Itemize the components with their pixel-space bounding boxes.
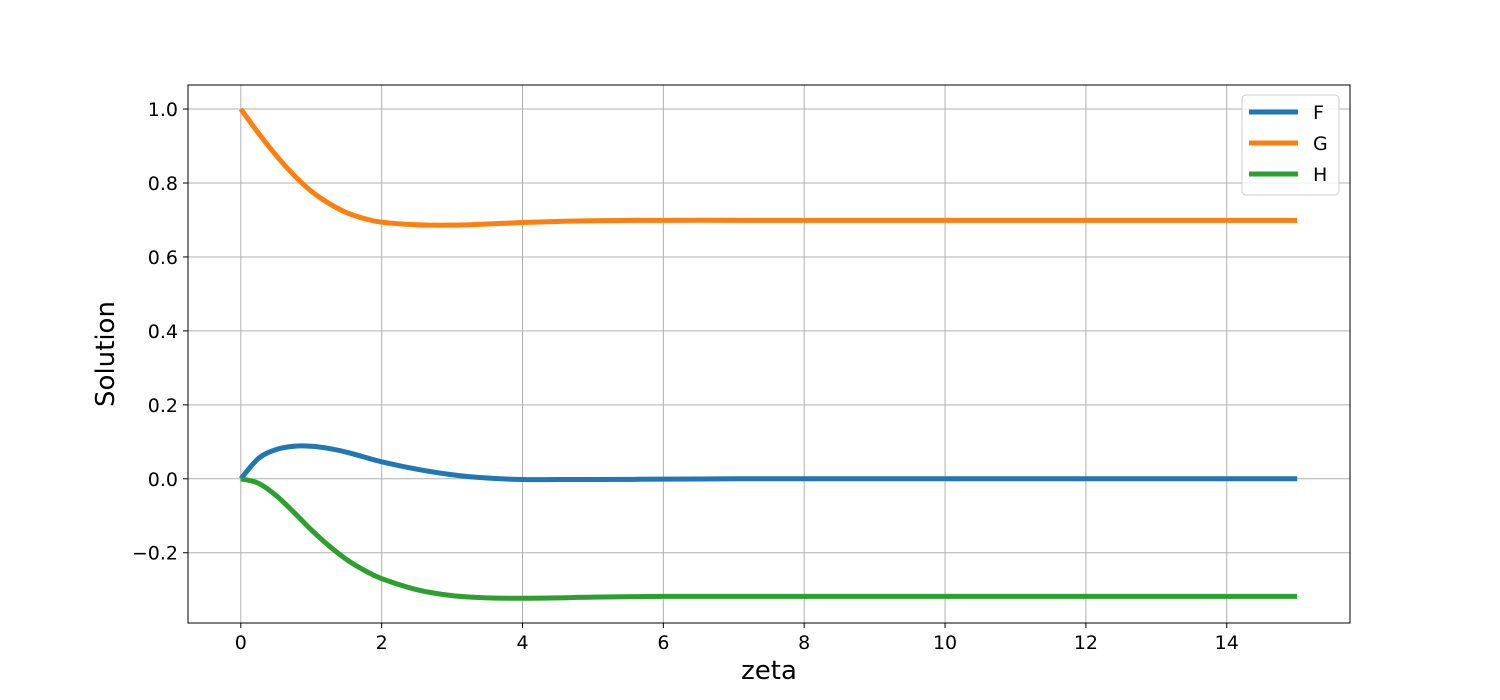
y-tick-label: −0.2 bbox=[132, 543, 178, 565]
x-tick-label: 4 bbox=[516, 632, 528, 654]
x-tick-label: 8 bbox=[798, 632, 810, 654]
x-tick-label: 14 bbox=[1215, 632, 1239, 654]
y-tick-label: 0.2 bbox=[148, 395, 178, 417]
x-tick-label: 10 bbox=[933, 632, 957, 654]
x-tick-label: 0 bbox=[235, 632, 247, 654]
legend: FGH bbox=[1241, 94, 1340, 196]
x-tick-label: 6 bbox=[657, 632, 669, 654]
x-axis-title: zeta bbox=[741, 656, 797, 686]
y-tick-label: 0.4 bbox=[148, 321, 178, 343]
legend-label-g: G bbox=[1313, 133, 1328, 155]
y-tick-label: 1.0 bbox=[148, 99, 178, 121]
y-tick-label: 0.6 bbox=[148, 247, 178, 269]
plot-frame bbox=[187, 84, 1351, 624]
x-tick-label: 12 bbox=[1074, 632, 1098, 654]
y-axis-title: Solution bbox=[91, 301, 121, 407]
axis-ticks: 0 2 4 6 8 10 12 14 −0.2 0.0 0.2 0.4 0.6 0.8 1.0 bbox=[132, 99, 1239, 654]
legend-label-h: H bbox=[1313, 164, 1327, 186]
x-tick-label: 2 bbox=[376, 632, 388, 654]
series-line-g bbox=[238, 107, 1298, 228]
grid bbox=[188, 85, 1350, 623]
series-line-h bbox=[240, 476, 1298, 601]
series-lines bbox=[238, 107, 1298, 601]
y-tick-label: 0.0 bbox=[148, 469, 178, 491]
series-line-f bbox=[238, 443, 1298, 483]
y-tick-label: 0.8 bbox=[148, 173, 178, 195]
legend-label-f: F bbox=[1313, 102, 1324, 124]
